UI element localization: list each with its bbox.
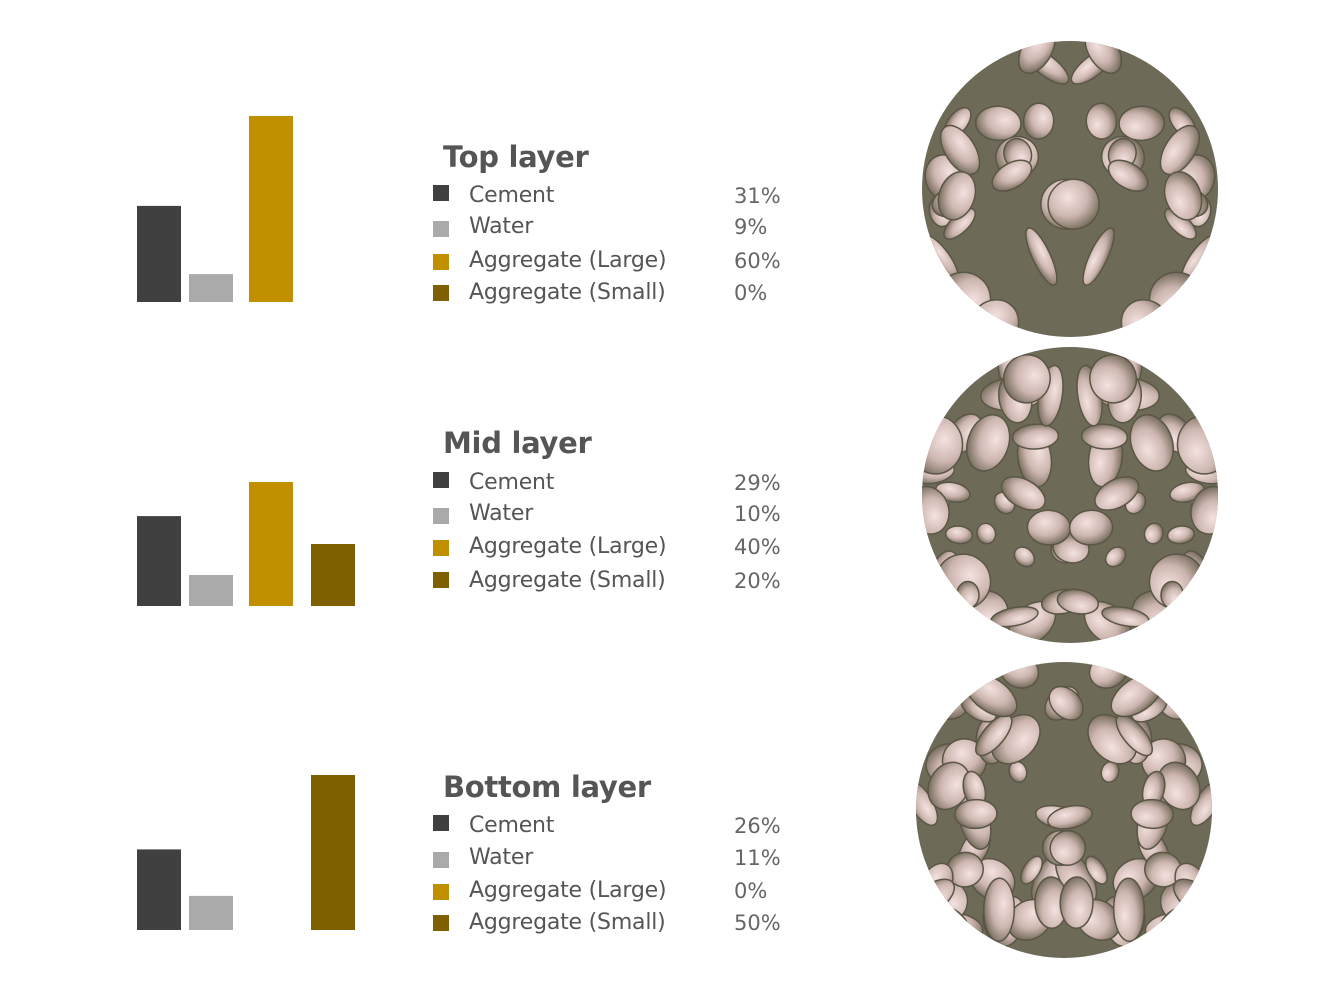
water-swatch xyxy=(433,221,449,237)
legend-label-water: Water xyxy=(469,845,534,870)
legend-label-cement: Cement xyxy=(469,470,555,495)
legend-label-water: Water xyxy=(469,214,534,239)
legend-value-water: 9% xyxy=(734,215,768,239)
bottom-layer-microstructure-image xyxy=(916,662,1212,958)
legend-value-cement: 29% xyxy=(734,471,781,495)
mid-layer-bar-chart xyxy=(137,482,355,606)
legend-label-water: Water xyxy=(469,501,534,526)
aggregate-large-swatch xyxy=(433,254,449,270)
aggregate-small-swatch xyxy=(433,285,449,301)
legend-row-aggregate-small: Aggregate (Small) 50% xyxy=(433,910,793,945)
legend-value-water: 11% xyxy=(734,846,781,870)
cement-swatch xyxy=(433,185,449,201)
aggregate-small-swatch xyxy=(433,572,449,588)
legend-row-water: Water 10% xyxy=(433,501,793,538)
legend-row-cement: Cement 31% xyxy=(433,183,793,215)
bar-aggregate-large xyxy=(249,482,293,606)
legend-value-aggregate-small: 20% xyxy=(734,569,781,593)
microstructure-texture xyxy=(916,662,1212,958)
cement-swatch xyxy=(433,815,449,831)
aggregate-large-swatch xyxy=(433,540,449,556)
mid-layer-title: Mid layer xyxy=(443,426,592,460)
legend-value-aggregate-large: 0% xyxy=(734,879,768,903)
bottom-layer-panel: Bottom layer Cement 26% Water 11% Aggreg… xyxy=(0,0,1344,958)
bar-aggregate-large xyxy=(249,116,293,302)
legend-value-cement: 31% xyxy=(734,184,781,208)
legend-value-water: 10% xyxy=(734,502,781,526)
bar-aggregate-small xyxy=(311,544,355,606)
water-swatch xyxy=(433,508,449,524)
top-layer-panel: Top layer Cement 31% Water 9% Aggregate … xyxy=(0,0,1344,337)
legend-row-aggregate-large: Aggregate (Large) 40% xyxy=(433,534,793,570)
legend-label-cement: Cement xyxy=(469,813,555,838)
legend-row-water: Water 9% xyxy=(433,214,793,251)
legend-label-aggregate-large: Aggregate (Large) xyxy=(469,248,667,273)
microstructure-texture xyxy=(922,347,1218,643)
top-layer-title: Top layer xyxy=(443,140,589,174)
legend-label-aggregate-large: Aggregate (Large) xyxy=(469,534,667,559)
bar-water xyxy=(189,274,233,302)
aggregate-large-swatch xyxy=(433,884,449,900)
legend-label-aggregate-large: Aggregate (Large) xyxy=(469,878,667,903)
legend-row-aggregate-large: Aggregate (Large) 60% xyxy=(433,248,793,284)
legend-label-aggregate-small: Aggregate (Small) xyxy=(469,910,666,935)
aggregate-small-swatch xyxy=(433,915,449,931)
mid-layer-microstructure-image xyxy=(922,347,1218,643)
legend-value-aggregate-large: 60% xyxy=(734,249,781,273)
water-swatch xyxy=(433,852,449,868)
legend-value-aggregate-large: 40% xyxy=(734,535,781,559)
legend-row-aggregate-large: Aggregate (Large) 0% xyxy=(433,878,793,914)
bottom-layer-bar-chart xyxy=(137,775,355,930)
bar-cement xyxy=(137,516,181,606)
top-layer-bar-chart xyxy=(137,116,293,302)
bar-cement xyxy=(137,849,181,930)
bar-aggregate-small xyxy=(311,775,355,930)
legend-value-aggregate-small: 50% xyxy=(734,911,781,935)
legend-row-aggregate-small: Aggregate (Small) 20% xyxy=(433,568,793,602)
bottom-layer-title: Bottom layer xyxy=(443,770,651,804)
legend-row-cement: Cement 26% xyxy=(433,813,793,845)
legend-row-cement: Cement 29% xyxy=(433,470,793,502)
legend-value-aggregate-small: 0% xyxy=(734,281,768,305)
legend-value-cement: 26% xyxy=(734,814,781,838)
legend-label-cement: Cement xyxy=(469,183,555,208)
legend-row-aggregate-small: Aggregate (Small) 0% xyxy=(433,280,793,315)
cement-swatch xyxy=(433,472,449,488)
bar-cement xyxy=(137,205,181,302)
legend-label-aggregate-small: Aggregate (Small) xyxy=(469,568,666,593)
legend-label-aggregate-small: Aggregate (Small) xyxy=(469,280,666,305)
bar-water xyxy=(189,575,233,606)
legend-row-water: Water 11% xyxy=(433,845,793,882)
bar-water xyxy=(189,895,233,930)
